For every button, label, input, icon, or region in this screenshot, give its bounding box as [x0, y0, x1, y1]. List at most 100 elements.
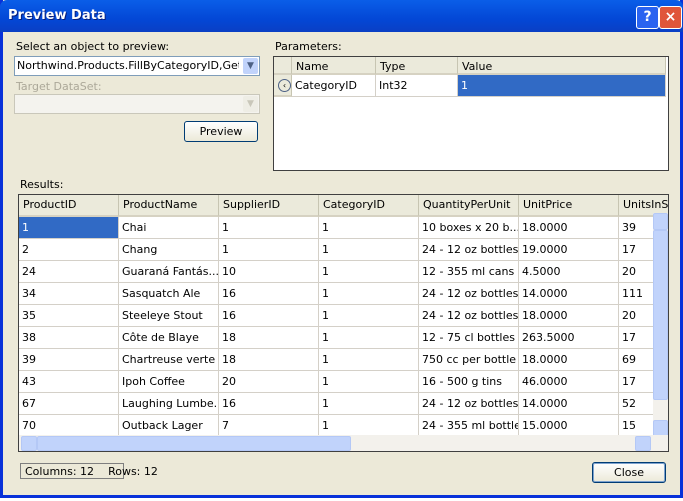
- result-cell[interactable]: 1: [319, 217, 419, 239]
- result-cell[interactable]: 16: [219, 393, 319, 415]
- select-label: Select an object to preview:: [16, 40, 170, 53]
- result-cell[interactable]: Outback Lager: [119, 415, 219, 437]
- result-cell[interactable]: 1: [19, 217, 119, 239]
- result-cell[interactable]: 750 cc per bottle: [419, 349, 519, 371]
- result-cell[interactable]: 111: [619, 283, 668, 305]
- result-cell[interactable]: Sasquatch Ale: [119, 283, 219, 305]
- result-cell[interactable]: 7: [219, 415, 319, 437]
- result-cell[interactable]: 18.0000: [519, 217, 619, 239]
- column-header: Name: [292, 57, 376, 75]
- result-cell[interactable]: 18: [219, 349, 319, 371]
- result-cell[interactable]: 1: [319, 415, 419, 437]
- results-label: Results:: [20, 178, 64, 191]
- result-cell[interactable]: 14.0000: [519, 283, 619, 305]
- result-cell[interactable]: 1: [319, 349, 419, 371]
- result-cell[interactable]: 1: [319, 261, 419, 283]
- result-cell[interactable]: 12 - 355 ml cans: [419, 261, 519, 283]
- result-cell[interactable]: Ipoh Coffee: [119, 371, 219, 393]
- result-cell[interactable]: 70: [19, 415, 119, 437]
- close-button[interactable]: Close: [592, 462, 666, 483]
- result-cell[interactable]: 16: [219, 305, 319, 327]
- result-cell[interactable]: 1: [319, 305, 419, 327]
- result-cell[interactable]: 24 - 12 oz bottles: [419, 305, 519, 327]
- preview-button[interactable]: Preview: [184, 121, 258, 142]
- result-cell[interactable]: 2: [19, 239, 119, 261]
- result-cell[interactable]: 1: [219, 217, 319, 239]
- result-cell[interactable]: 43: [19, 371, 119, 393]
- result-cell[interactable]: 1: [319, 327, 419, 349]
- result-cell[interactable]: Côte de Blaye: [119, 327, 219, 349]
- close-x-button[interactable]: ×: [659, 6, 682, 29]
- result-cell[interactable]: 1: [319, 393, 419, 415]
- result-cell[interactable]: 52: [619, 393, 668, 415]
- target-label: Target DataSet:: [16, 80, 102, 93]
- result-cell[interactable]: 24: [19, 261, 119, 283]
- result-cell[interactable]: 4.5000: [519, 261, 619, 283]
- result-cell[interactable]: 15.0000: [519, 415, 619, 437]
- combo-text: Northwind.Products.FillByCategoryID,GetP…: [17, 59, 239, 72]
- parameters-grid: 1 Int32 CategoryID ‹ Value Type Name: [273, 56, 669, 171]
- object-combo[interactable]: Northwind.Products.FillByCategoryID,GetP…: [14, 56, 260, 76]
- result-cell[interactable]: 67: [19, 393, 119, 415]
- result-cell[interactable]: 17: [619, 239, 668, 261]
- result-cell[interactable]: 1: [319, 371, 419, 393]
- result-cell[interactable]: 20: [219, 371, 319, 393]
- title-bar: Preview Data ? ×: [0, 0, 683, 32]
- result-cell[interactable]: 39: [619, 217, 668, 239]
- result-cell[interactable]: 35: [19, 305, 119, 327]
- result-cell[interactable]: 1: [319, 239, 419, 261]
- row-header: [274, 57, 292, 75]
- column-header: Type: [376, 57, 458, 75]
- status-columns: Columns: 12: [25, 465, 95, 478]
- result-cell[interactable]: 263.5000: [519, 327, 619, 349]
- column-header: CategoryID: [319, 195, 419, 217]
- parameters-label: Parameters:: [275, 40, 342, 53]
- result-cell[interactable]: 17: [619, 327, 668, 349]
- result-cell[interactable]: 24 - 12 oz bottles: [419, 283, 519, 305]
- status-box: Columns: 12 Rows: 12: [20, 463, 158, 479]
- result-cell[interactable]: 12 - 75 cl bottles: [419, 327, 519, 349]
- result-cell[interactable]: Guaraná Fantás...: [119, 261, 219, 283]
- parameter-cell[interactable]: 1: [458, 75, 666, 97]
- column-header: SupplierID: [219, 195, 319, 217]
- result-cell[interactable]: Chartreuse verte: [119, 349, 219, 371]
- row-header: ‹: [274, 75, 292, 97]
- result-cell[interactable]: 16 - 500 g tins: [419, 371, 519, 393]
- result-cell[interactable]: 18.0000: [519, 305, 619, 327]
- result-cell[interactable]: 20: [619, 305, 668, 327]
- result-cell[interactable]: 38: [19, 327, 119, 349]
- result-cell[interactable]: 19.0000: [519, 239, 619, 261]
- result-cell[interactable]: 18: [219, 327, 319, 349]
- help-button[interactable]: ?: [636, 6, 659, 29]
- result-cell[interactable]: 34: [19, 283, 119, 305]
- result-cell[interactable]: 69: [619, 349, 668, 371]
- result-cell[interactable]: 1: [219, 239, 319, 261]
- result-cell[interactable]: Chang: [119, 239, 219, 261]
- result-cell[interactable]: Chai: [119, 217, 219, 239]
- result-cell[interactable]: 20: [619, 261, 668, 283]
- result-cell[interactable]: 39: [19, 349, 119, 371]
- result-cell[interactable]: 14.0000: [519, 393, 619, 415]
- column-header: Value: [458, 57, 666, 75]
- window-title: Preview Data: [8, 8, 106, 23]
- parameter-cell[interactable]: Int32: [376, 75, 458, 97]
- result-cell[interactable]: 10: [219, 261, 319, 283]
- h-scrollbar[interactable]: [19, 435, 668, 451]
- result-cell[interactable]: 24 - 12 oz bottles: [419, 393, 519, 415]
- result-cell[interactable]: Laughing Lumbe...: [119, 393, 219, 415]
- column-header: QuantityPerUnit: [419, 195, 519, 217]
- result-cell[interactable]: 46.0000: [519, 371, 619, 393]
- result-cell[interactable]: 16: [219, 283, 319, 305]
- result-cell[interactable]: 1: [319, 283, 419, 305]
- result-cell[interactable]: 18.0000: [519, 349, 619, 371]
- target-combo: ▼: [14, 94, 260, 114]
- v-scrollbar[interactable]: [653, 213, 668, 437]
- result-cell[interactable]: 10 boxes x 20 b...: [419, 217, 519, 239]
- result-cell[interactable]: 17: [619, 371, 668, 393]
- result-cell[interactable]: Steeleye Stout: [119, 305, 219, 327]
- column-header: ProductName: [119, 195, 219, 217]
- result-cell[interactable]: 24 - 12 oz bottles: [419, 239, 519, 261]
- result-cell[interactable]: 24 - 355 ml bottles: [419, 415, 519, 437]
- parameter-cell[interactable]: CategoryID: [292, 75, 376, 97]
